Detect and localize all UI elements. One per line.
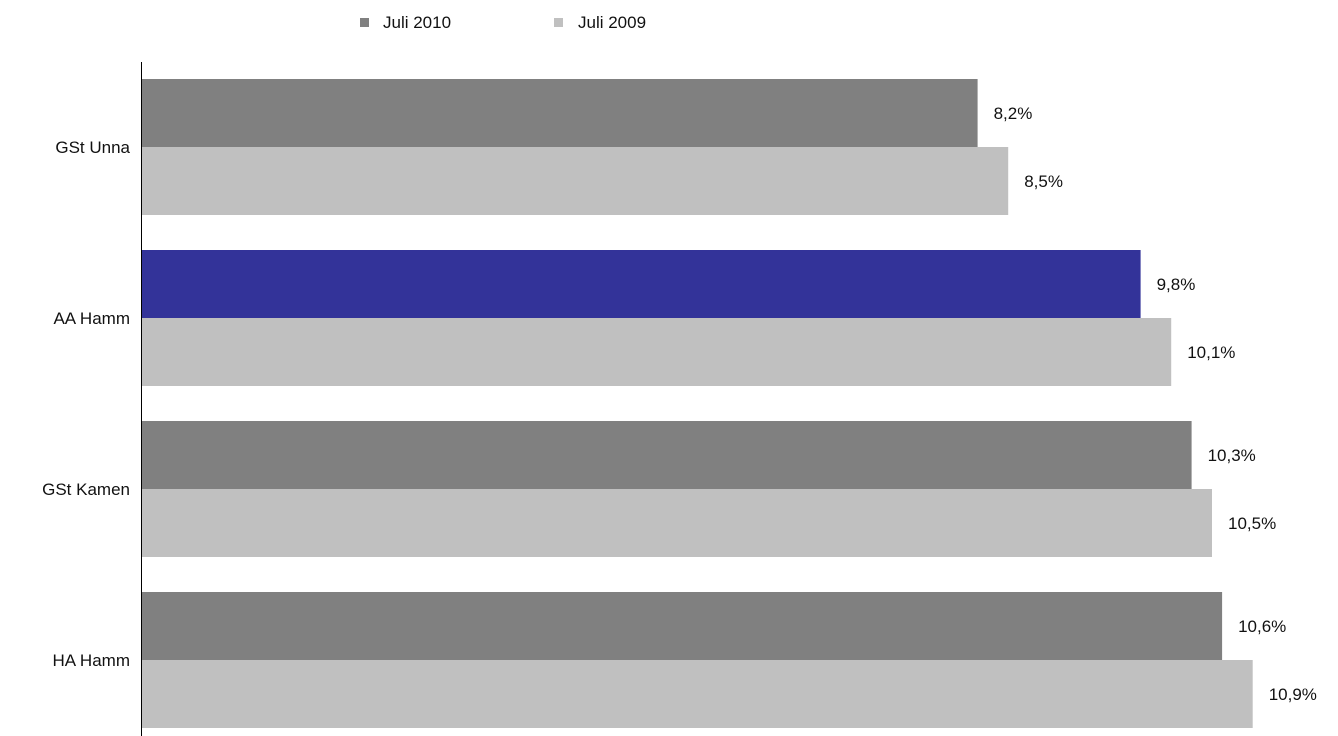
category-label-gst-unna: GSt Unna <box>55 138 130 157</box>
bar-ha-hamm-juli-2010 <box>142 592 1223 660</box>
bar-aa-hamm-juli-2010 <box>142 250 1141 318</box>
bar-aa-hamm-juli-2009 <box>142 318 1172 386</box>
category-labels: GSt Unna AA Hamm GSt Kamen HA Hamm <box>42 138 130 670</box>
data-label-gst-kamen-juli-2010: 10,3% <box>1208 446 1256 465</box>
legend: Juli 2010 Juli 2009 <box>360 13 646 32</box>
data-label-gst-unna-juli-2010: 8,2% <box>994 104 1033 123</box>
data-label-ha-hamm-juli-2010: 10,6% <box>1238 617 1286 636</box>
bar-gst-unna-juli-2010 <box>142 79 978 147</box>
data-label-ha-hamm-juli-2009: 10,9% <box>1269 685 1317 704</box>
bars <box>142 79 1253 728</box>
data-label-gst-unna-juli-2009: 8,5% <box>1024 172 1063 191</box>
category-label-gst-kamen: GSt Kamen <box>42 480 130 499</box>
data-labels: 8,2% 8,5% 9,8% 10,1% 10,3% 10,5% 10,6% 10,9% <box>994 104 1317 704</box>
data-label-aa-hamm-juli-2009: 10,1% <box>1187 343 1235 362</box>
data-label-gst-kamen-juli-2009: 10,5% <box>1228 514 1276 533</box>
legend-swatch-juli-2009 <box>554 18 563 27</box>
bar-gst-unna-juli-2009 <box>142 147 1009 215</box>
bar-ha-hamm-juli-2009 <box>142 660 1253 728</box>
bar-gst-kamen-juli-2010 <box>142 421 1192 489</box>
data-label-aa-hamm-juli-2010: 9,8% <box>1157 275 1196 294</box>
bar-gst-kamen-juli-2009 <box>142 489 1212 557</box>
category-label-aa-hamm: AA Hamm <box>53 309 130 328</box>
category-label-ha-hamm: HA Hamm <box>53 651 130 670</box>
legend-label-juli-2009: Juli 2009 <box>578 13 646 32</box>
legend-label-juli-2010: Juli 2010 <box>383 13 451 32</box>
legend-swatch-juli-2010 <box>360 18 369 27</box>
